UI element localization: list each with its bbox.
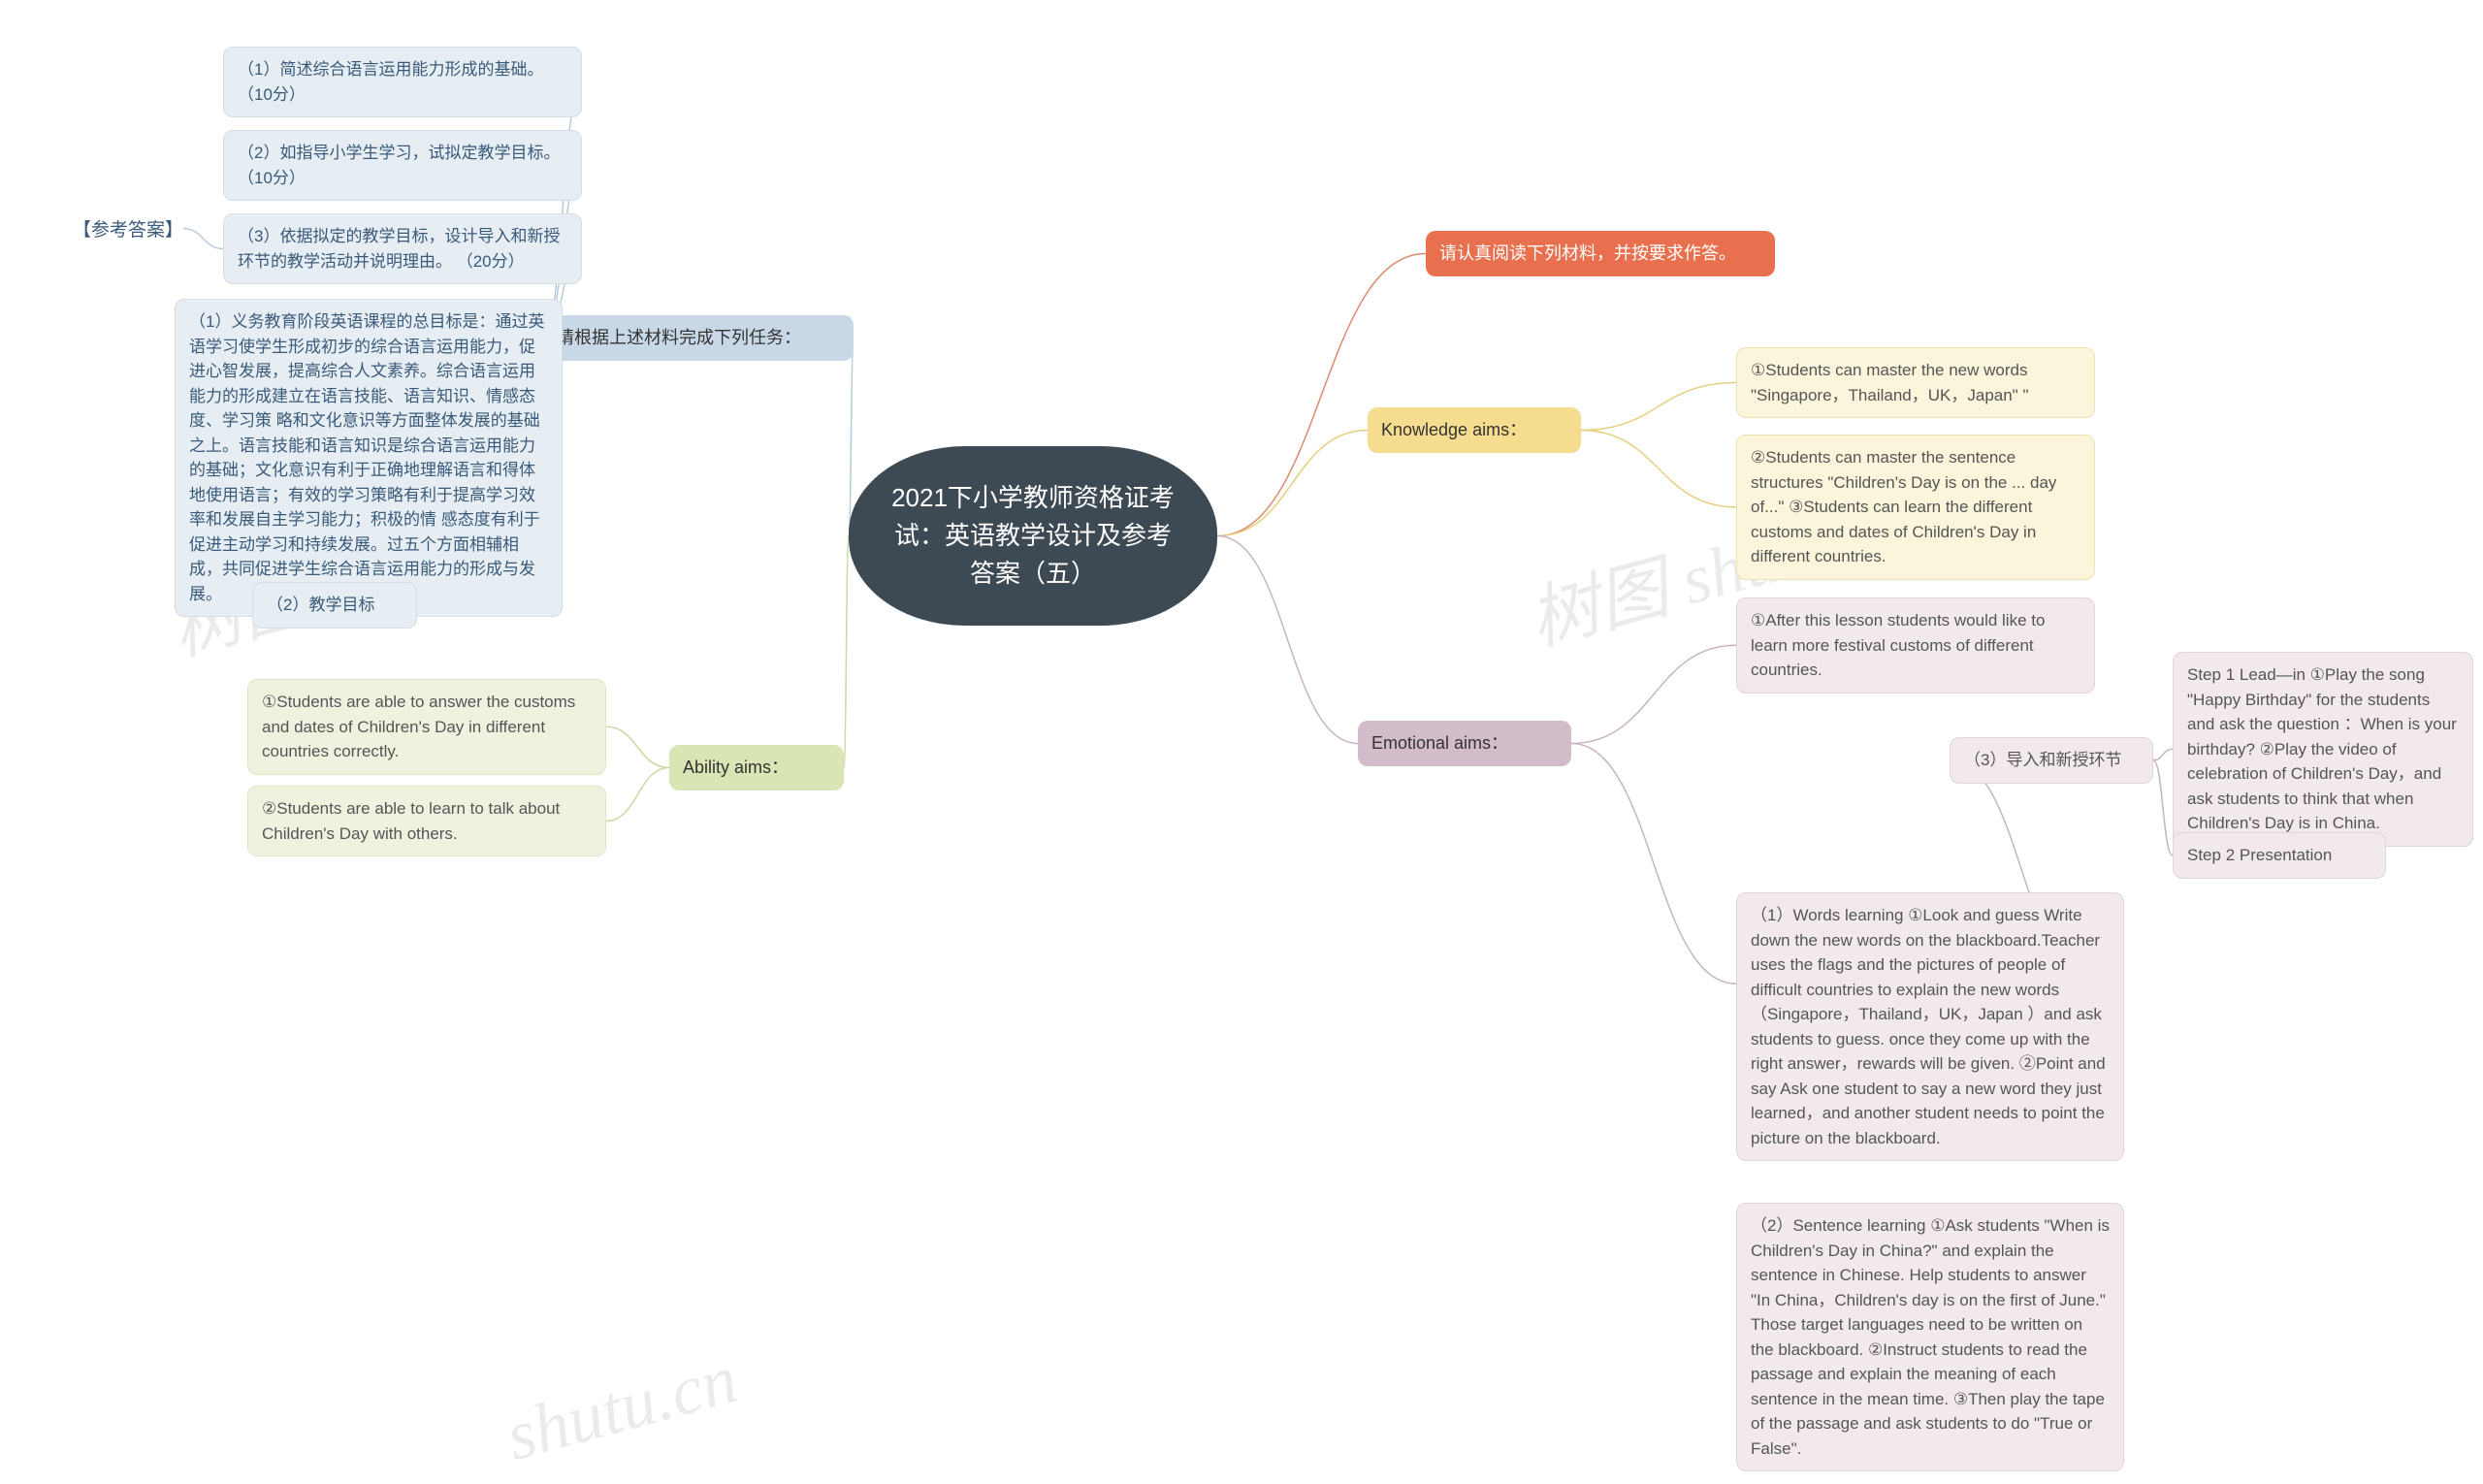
- knowledge-aim-2[interactable]: ②Students can master the sentence struct…: [1736, 435, 2095, 580]
- words-learning-detail[interactable]: （1）Words learning ①Look and guess Write …: [1736, 892, 2124, 1161]
- task-5-teaching-objective[interactable]: （2）教学目标: [252, 582, 417, 629]
- mindmap-canvas: 树图 shutu.cn 树图 shutu.cn shutu.cn shutu.c…: [0, 0, 2483, 1484]
- emotional-aim-1[interactable]: ①After this lesson students would like t…: [1736, 597, 2095, 694]
- sentence-learning-detail[interactable]: （2）Sentence learning ①Ask students "When…: [1736, 1203, 2124, 1471]
- ability-aim-2[interactable]: ②Students are able to learn to talk abou…: [247, 786, 606, 856]
- answer-key-label: 【参考答案】: [73, 215, 183, 242]
- branch-ability-aims[interactable]: Ability aims：: [669, 745, 844, 790]
- branch-emotional-aims[interactable]: Emotional aims：: [1358, 721, 1571, 766]
- task-2[interactable]: （2）如指导小学生学习，试拟定教学目标。（10分）: [223, 130, 582, 201]
- task-3[interactable]: （3）依据拟定的教学目标，设计导入和新授环节的教学活动并说明理由。 （20分）: [223, 213, 582, 284]
- lead-in-section[interactable]: （3）导入和新授环节: [1950, 737, 2153, 784]
- task-4-general-objective[interactable]: （1）义务教育阶段英语课程的总目标是：通过英语学习使学生形成初步的综合语言运用能…: [175, 299, 563, 617]
- branch-knowledge-aims[interactable]: Knowledge aims：: [1368, 407, 1581, 453]
- step2-presentation[interactable]: Step 2 Presentation: [2173, 832, 2386, 879]
- knowledge-aim-1[interactable]: ①Students can master the new words "Sing…: [1736, 347, 2095, 418]
- center-node[interactable]: 2021下小学教师资格证考试：英语教学设计及参考答案（五）: [849, 446, 1217, 626]
- task-1[interactable]: （1）简述综合语言运用能力形成的基础。 （10分）: [223, 47, 582, 117]
- step1-lead-in[interactable]: Step 1 Lead—in ①Play the song "Happy Bir…: [2173, 652, 2473, 847]
- branch-materials-task[interactable]: 请根据上述材料完成下列任务：: [543, 315, 854, 361]
- branch-orange[interactable]: 请认真阅读下列材料，并按要求作答。: [1426, 231, 1775, 276]
- watermark: shutu.cn: [498, 1339, 745, 1477]
- ability-aim-1[interactable]: ①Students are able to answer the customs…: [247, 679, 606, 775]
